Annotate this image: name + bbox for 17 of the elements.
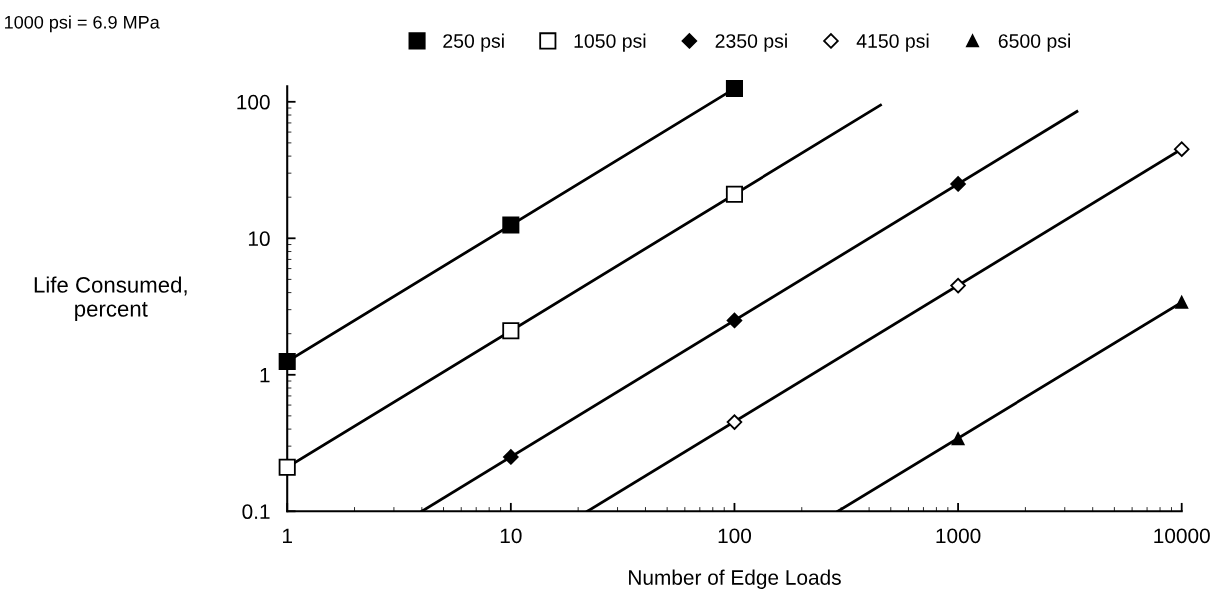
legend-label: 250 psi [443,33,504,52]
legend-label: 6500 psi [998,33,1070,52]
legend-label: 2350 psi [715,33,787,52]
legend-label: 1050 psi [574,33,646,52]
legend-label: 4150 psi [856,33,929,52]
x-tick-label: 100 [718,528,752,544]
y-tick-label: 1 [260,368,270,383]
x-axis-title: Number of Edge Loads [629,569,841,590]
x-tick-label: 10000 [1154,528,1210,544]
y-tick-label: 10 [248,231,270,247]
y-axis-title: Life Consumed, percent [34,276,187,322]
x-tick-label: 1 [283,528,292,544]
text: 1000 psi = 6.9 MPa [5,15,160,33]
x-tick-label: 1000 [936,528,981,544]
y-tick-label: 100 [237,94,270,110]
x-tick-label: 10 [500,528,522,544]
y-tick-label: 0.1 [242,504,270,520]
